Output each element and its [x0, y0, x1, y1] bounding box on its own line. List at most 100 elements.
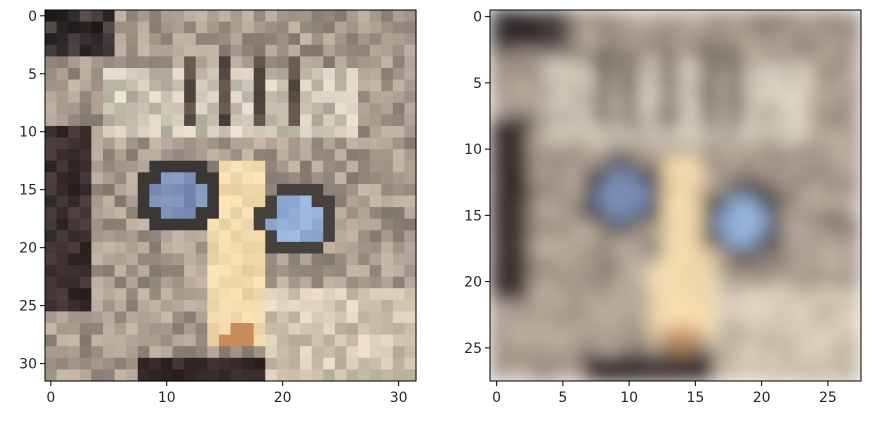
image-cell — [609, 328, 624, 342]
image-cell — [45, 334, 58, 347]
image-cell — [184, 91, 197, 104]
image-cell — [45, 79, 58, 92]
image-cell — [808, 89, 822, 104]
image-cell — [126, 299, 139, 313]
image-cell — [834, 10, 849, 24]
image-cell — [781, 102, 796, 117]
image-cell — [741, 354, 756, 369]
image-cell — [649, 354, 663, 369]
image-cell — [675, 155, 690, 170]
image-cell — [404, 56, 417, 69]
image-cell — [741, 275, 756, 289]
image-cell — [91, 346, 104, 359]
image-cell — [45, 276, 58, 289]
image-cell — [381, 311, 394, 324]
image-cell — [195, 56, 208, 69]
image-cell — [230, 21, 243, 34]
image-cell — [794, 76, 809, 91]
image-cell — [346, 253, 359, 266]
image-cell — [300, 323, 313, 336]
image-cell — [68, 230, 81, 243]
image-cell — [569, 261, 584, 276]
image-cell — [715, 354, 730, 369]
image-cell — [596, 301, 610, 316]
image-cell — [715, 36, 730, 51]
image-cell — [184, 195, 197, 208]
image-cell — [184, 357, 197, 370]
image-cell — [728, 328, 743, 342]
image-cell — [334, 160, 348, 173]
image-cell — [381, 21, 394, 34]
image-cell — [114, 241, 127, 255]
image-cell — [755, 23, 769, 38]
image-cell — [381, 230, 394, 243]
image-cell — [781, 182, 796, 197]
image-cell — [253, 172, 266, 185]
image-cell — [490, 275, 504, 289]
image-cell — [288, 369, 301, 382]
image-cell — [582, 49, 597, 64]
image-cell — [596, 142, 610, 157]
y-tick-label: 15 — [19, 183, 37, 199]
image-cell — [288, 323, 301, 336]
image-cell — [808, 102, 822, 117]
image-cell — [311, 334, 324, 347]
image-cell — [160, 21, 174, 34]
image-cell — [741, 36, 756, 51]
image-cell — [114, 79, 127, 92]
image-cell — [569, 354, 584, 369]
image-cell — [230, 195, 243, 208]
image-cell — [635, 129, 650, 144]
image-cell — [543, 49, 557, 64]
image-cell — [582, 116, 597, 130]
image-cell — [288, 357, 301, 370]
image-cell — [218, 56, 232, 69]
image-cell — [768, 288, 783, 303]
image-cell — [45, 218, 58, 231]
image-cell — [242, 149, 255, 162]
image-cell — [91, 207, 104, 220]
image-cell — [172, 149, 185, 162]
image-cell — [253, 149, 266, 162]
image-cell — [311, 207, 324, 220]
image-cell — [311, 10, 324, 23]
y-tick-label: 20 — [19, 241, 37, 257]
image-cell — [45, 125, 58, 139]
image-cell — [137, 91, 150, 104]
image-cell — [265, 172, 278, 185]
image-cell — [609, 354, 624, 369]
image-cell — [556, 301, 571, 316]
image-cell — [392, 79, 405, 92]
image-cell — [230, 172, 243, 185]
image-cell — [556, 195, 571, 210]
image-cell — [323, 357, 336, 370]
image-cell — [114, 334, 127, 347]
image-cell — [172, 56, 185, 69]
image-cell — [503, 288, 518, 303]
image-cell — [195, 137, 208, 150]
image-cell — [582, 76, 597, 91]
image-cell — [334, 299, 348, 313]
image-cell — [79, 218, 92, 231]
image-cell — [556, 328, 571, 342]
image-cell — [688, 129, 703, 144]
image-cell — [114, 33, 127, 46]
image-cell — [808, 142, 822, 157]
image-cell — [543, 314, 557, 329]
image-cell — [490, 208, 504, 223]
image-cell — [728, 49, 743, 64]
image-cell — [741, 49, 756, 64]
image-cell — [311, 346, 324, 359]
y-tick-label: 25 — [464, 341, 482, 357]
image-cell — [768, 63, 783, 77]
image-cell — [794, 235, 809, 250]
image-cell — [728, 288, 743, 303]
image-cell — [794, 169, 809, 183]
image-cell — [265, 56, 278, 69]
image-cell — [834, 208, 849, 223]
image-cell — [404, 21, 417, 34]
image-cell — [346, 230, 359, 243]
image-cell — [675, 10, 690, 24]
image-cell — [381, 265, 394, 278]
image-cell — [543, 63, 557, 77]
